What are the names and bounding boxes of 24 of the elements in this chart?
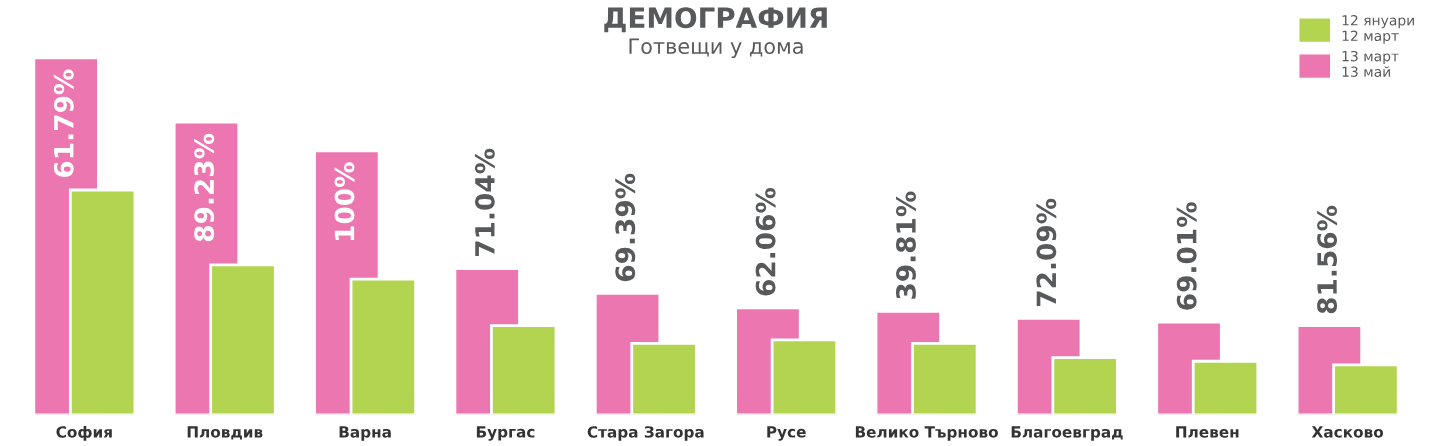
- annotation: 72.09%: [1036, 198, 1057, 306]
- x-tick-label: Велико Търново: [855, 426, 998, 441]
- chart-title: ДЕМОГРАФИЯ: [604, 7, 827, 33]
- x-tick-label: Стара Загора: [587, 426, 704, 441]
- chart-subtitle: Готвещи у дома: [629, 38, 803, 59]
- x-tick-label: Варна: [339, 426, 391, 441]
- annotation: 69.39%: [615, 173, 636, 282]
- x-tick-label: Хасково: [1311, 426, 1384, 438]
- x-tick-label: Благоевград: [1011, 426, 1123, 441]
- x-tick-label: Русе: [767, 426, 806, 441]
- annotation: 39.81%: [896, 191, 916, 299]
- annotation: 71.04%: [474, 148, 495, 257]
- x-tick-label: Пловдив: [187, 426, 263, 440]
- legend-label: 13 март 13 май: [1342, 50, 1399, 77]
- legend-label: 12 януари 12 март: [1342, 14, 1414, 44]
- annotation: 89.23%: [194, 133, 215, 242]
- x-tick-label: Плевен: [1176, 426, 1239, 438]
- annotation: 100%: [334, 162, 355, 240]
- annotation: 81.56%: [1317, 205, 1338, 314]
- annotation: 62.06%: [755, 187, 776, 296]
- x-tick-label: Бургас: [476, 426, 535, 441]
- annotation: 69.01%: [1176, 202, 1197, 310]
- annotation: 61.79%: [53, 69, 74, 177]
- x-tick-label: София: [56, 425, 112, 441]
